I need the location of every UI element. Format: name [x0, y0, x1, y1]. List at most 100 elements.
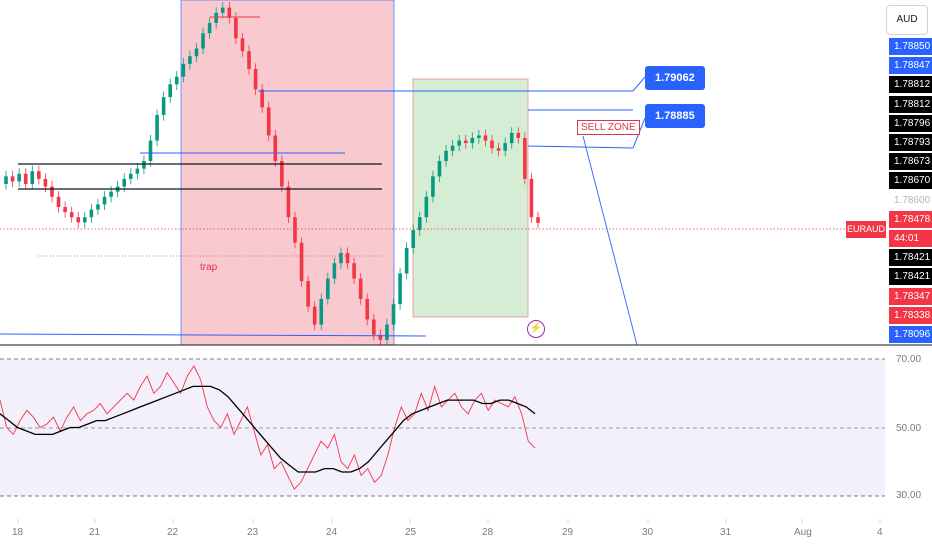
callout-pointer-1: [632, 76, 646, 92]
candle-body: [516, 132, 521, 138]
candle-body: [76, 217, 81, 223]
candle-body: [89, 209, 94, 218]
candle-body: [496, 148, 501, 151]
candle-body: [437, 161, 442, 177]
currency-button[interactable]: AUD: [886, 5, 928, 35]
candle-body: [109, 191, 113, 197]
candle-body: [128, 173, 133, 179]
candle-body: [201, 33, 205, 49]
candle-body: [4, 176, 8, 184]
price-axis-label: 1.78850: [889, 38, 932, 55]
candle-body: [102, 196, 107, 205]
price-axis-label: 1.78812: [889, 95, 932, 113]
price-axis-label: 1.78796: [889, 114, 932, 132]
candle-body: [181, 63, 186, 77]
candle-body: [188, 56, 192, 64]
price-axis-label: 1.78421: [889, 249, 932, 267]
candle-body: [391, 304, 396, 325]
price-axis-label: 1.78670: [889, 172, 932, 190]
candle-body: [312, 306, 317, 325]
x-axis-label: 23: [247, 527, 259, 538]
candle-body: [404, 247, 409, 274]
rsi-ma-line: [0, 385, 536, 473]
price-axis-label: 44:01: [889, 230, 932, 247]
candle-body: [319, 299, 324, 325]
candle-body: [286, 186, 291, 218]
candle-body: [339, 253, 343, 264]
candle-body: [135, 168, 140, 174]
candle-body: [23, 173, 28, 184]
candle-body: [10, 176, 15, 182]
price-axis-label: 1.78600: [889, 191, 932, 209]
candle-body: [56, 196, 61, 207]
sell-zone-label[interactable]: SELL ZONE: [577, 120, 640, 135]
candle-body: [358, 278, 363, 299]
candle-body: [483, 135, 488, 141]
candle-body: [142, 161, 146, 169]
candle-body: [240, 38, 245, 52]
candle-body: [214, 12, 218, 23]
price-callout-1[interactable]: 1.79062: [645, 66, 705, 90]
candle-body: [444, 150, 448, 161]
candle-body: [43, 178, 48, 187]
candle-body: [168, 84, 172, 98]
candle-body: [161, 97, 166, 115]
candle-body: [385, 324, 389, 340]
candle-body: [470, 138, 475, 144]
blue-level-bottom[interactable]: [0, 333, 427, 337]
projection-line[interactable]: [582, 135, 638, 346]
candle-body: [523, 138, 527, 179]
candle-body: [148, 140, 153, 161]
x-axis-label: 28: [482, 527, 494, 538]
x-axis-label: 30: [642, 527, 654, 538]
candle-body: [50, 186, 54, 197]
trap-zone-box[interactable]: [180, 0, 395, 346]
price-callout-2[interactable]: 1.78885: [645, 104, 705, 128]
price-axis-label: 1.78478: [889, 210, 932, 228]
candle-body: [503, 143, 507, 151]
candle-body: [529, 178, 534, 218]
trap-label[interactable]: trap: [200, 262, 218, 273]
price-axis-label: 1.78847: [889, 57, 932, 75]
x-axis-ticks: [17, 519, 881, 523]
price-axis-label: 1.78347: [889, 287, 932, 305]
x-axis-label: 29: [562, 527, 574, 538]
candle-body: [17, 173, 21, 182]
price-axis-label: 1.78673: [889, 153, 932, 171]
candle-body: [227, 7, 232, 18]
candle-body: [306, 281, 310, 307]
candle-body: [332, 263, 337, 279]
candle-body: [83, 217, 87, 223]
candle-body: [260, 89, 264, 108]
candle-body: [207, 23, 212, 34]
x-axis-label: Aug: [794, 527, 812, 538]
x-axis-label: 21: [89, 527, 101, 538]
candle-body: [253, 69, 258, 90]
candle-body: [234, 17, 238, 39]
rsi-line: [0, 364, 536, 490]
blue-level-low[interactable]: [527, 145, 634, 149]
candle-body: [69, 212, 74, 218]
candle-body: [378, 334, 383, 340]
x-axis-label: 22: [167, 527, 179, 538]
candle-body: [477, 135, 481, 138]
price-axis-label: 1.78338: [889, 306, 932, 324]
candle-body: [326, 278, 330, 299]
candle-body: [509, 132, 514, 144]
candle-body: [536, 217, 540, 223]
candle-body: [345, 253, 350, 264]
candle-body: [247, 51, 251, 69]
price-axis-label: 1.78421: [889, 268, 932, 286]
buy-zone-box[interactable]: [412, 78, 529, 318]
rsi-axis-30: 30.00: [896, 490, 922, 501]
candle-body: [398, 273, 402, 305]
candle-body: [37, 171, 41, 179]
price-axis-label: 1.78812: [889, 76, 932, 94]
candle-body: [411, 230, 416, 248]
lightning-event-icon[interactable]: ⚡: [527, 320, 545, 338]
candle-body: [450, 145, 455, 151]
candle-body: [155, 115, 159, 141]
candle-body: [273, 135, 278, 161]
candle-body: [293, 217, 297, 243]
